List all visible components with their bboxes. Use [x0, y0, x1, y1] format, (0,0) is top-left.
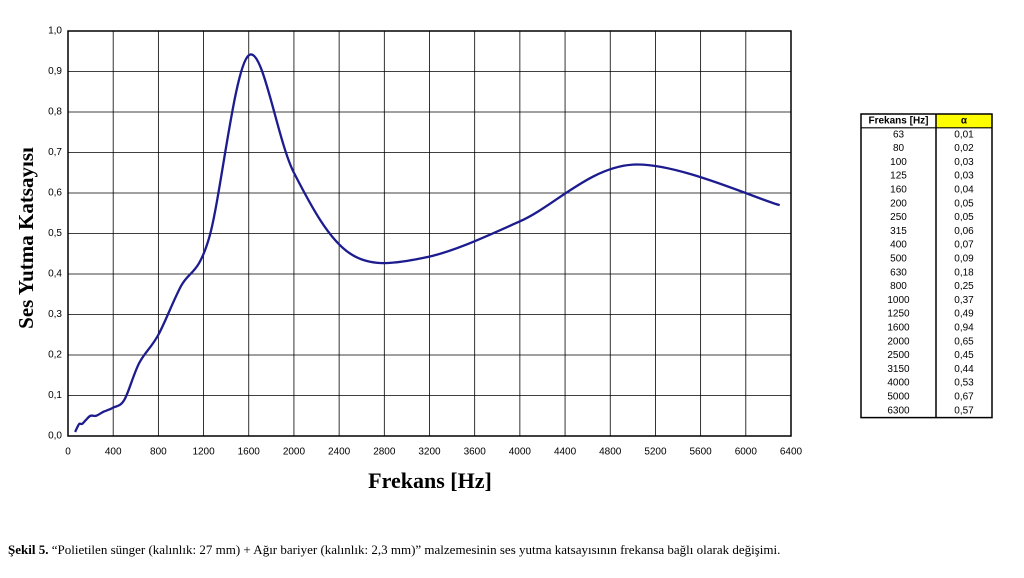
- table-cell: 0,01: [954, 129, 974, 140]
- table-cell: 400: [890, 240, 907, 251]
- table-cell: 0,05: [954, 198, 974, 209]
- table-cell: 80: [893, 143, 905, 154]
- table-cell: 0,57: [954, 405, 974, 416]
- y-tick-label: 0,3: [48, 309, 62, 320]
- table-cell: 250: [890, 212, 907, 223]
- table-cell: 200: [890, 198, 907, 209]
- x-tick-label: 3600: [464, 447, 487, 458]
- x-tick-label: 1600: [238, 447, 261, 458]
- table-cell: 0,45: [954, 350, 974, 361]
- table-cell: 315: [890, 226, 907, 237]
- x-tick-label: 4000: [509, 447, 532, 458]
- x-tick-label: 0: [65, 447, 71, 458]
- table-cell: 0,25: [954, 281, 974, 292]
- x-tick-label: 4400: [554, 447, 577, 458]
- x-tick-label: 2400: [328, 447, 351, 458]
- x-tick-label: 6000: [735, 447, 758, 458]
- table-cell: 0,09: [954, 254, 974, 265]
- x-tick-label: 800: [150, 447, 167, 458]
- y-tick-label: 0,5: [48, 228, 62, 239]
- table-cell: 0,49: [954, 309, 974, 320]
- table-cell: 0,67: [954, 392, 974, 403]
- table-cell: 0,94: [954, 323, 974, 334]
- table-cell: 0,04: [954, 185, 974, 196]
- table-cell: 100: [890, 157, 907, 168]
- table-cell: 3150: [887, 364, 910, 375]
- table-cell: 800: [890, 281, 907, 292]
- x-tick-label: 1200: [192, 447, 215, 458]
- table-cell: 1250: [887, 309, 910, 320]
- y-tick-label: 0,2: [48, 350, 62, 361]
- x-axis-label: Frekans [Hz]: [368, 468, 492, 493]
- table-cell: 0,05: [954, 212, 974, 223]
- y-tick-label: 0,1: [48, 390, 62, 401]
- y-tick-label: 1,0: [48, 26, 62, 37]
- table-cell: 0,18: [954, 267, 974, 278]
- y-tick-label: 0,0: [48, 431, 62, 442]
- table-cell: 0,44: [954, 364, 974, 375]
- y-tick-label: 0,4: [48, 269, 62, 280]
- table-frame: [860, 113, 993, 419]
- table-cell: 160: [890, 185, 907, 196]
- x-tick-label: 5200: [644, 447, 667, 458]
- table-cell: 500: [890, 254, 907, 265]
- table-cell: 63: [893, 129, 905, 140]
- caption: Şekil 5. “Polietilen sünger (kalınlık: 2…: [8, 542, 780, 557]
- table-cell: 6300: [887, 405, 910, 416]
- y-axis-label: Ses Yutma Katsayısı: [14, 147, 38, 329]
- y-tick-label: 0,6: [48, 188, 62, 199]
- table-cell: 125: [890, 171, 907, 182]
- y-tick-label: 0,7: [48, 147, 62, 158]
- table-header: α: [961, 116, 968, 127]
- y-tick-label: 0,8: [48, 107, 62, 118]
- x-tick-label: 6400: [780, 447, 803, 458]
- x-tick-label: 2800: [373, 447, 396, 458]
- table-cell: 1000: [887, 295, 910, 306]
- table-cell: 0,53: [954, 378, 974, 389]
- caption-text: “Polietilen sünger (kalınlık: 27 mm) + A…: [52, 542, 781, 557]
- table-cell: 2000: [887, 336, 910, 347]
- x-tick-label: 2000: [283, 447, 306, 458]
- table-cell: 0,03: [954, 171, 974, 182]
- table-cell: 0,02: [954, 143, 974, 154]
- x-tick-label: 400: [105, 447, 122, 458]
- table-cell: 0,07: [954, 240, 974, 251]
- table-cell: 630: [890, 267, 907, 278]
- caption-label: Şekil 5.: [8, 542, 48, 557]
- x-tick-label: 4800: [599, 447, 622, 458]
- table-cell: 5000: [887, 392, 910, 403]
- plot-frame: [67, 30, 792, 437]
- y-tick-label: 0,9: [48, 66, 62, 77]
- table-cell: 0,06: [954, 226, 974, 237]
- x-tick-label: 3200: [418, 447, 441, 458]
- table-cell: 0,65: [954, 336, 974, 347]
- x-tick-label: 5600: [690, 447, 713, 458]
- table-cell: 0,37: [954, 295, 974, 306]
- data-line: [74, 53, 781, 433]
- table-cell: 4000: [887, 378, 910, 389]
- table-cell: 1600: [887, 323, 910, 334]
- table-header: Frekans [Hz]: [868, 116, 928, 127]
- table-header-cell: [936, 114, 992, 128]
- table-cell: 2500: [887, 350, 910, 361]
- table-cell: 0,03: [954, 157, 974, 168]
